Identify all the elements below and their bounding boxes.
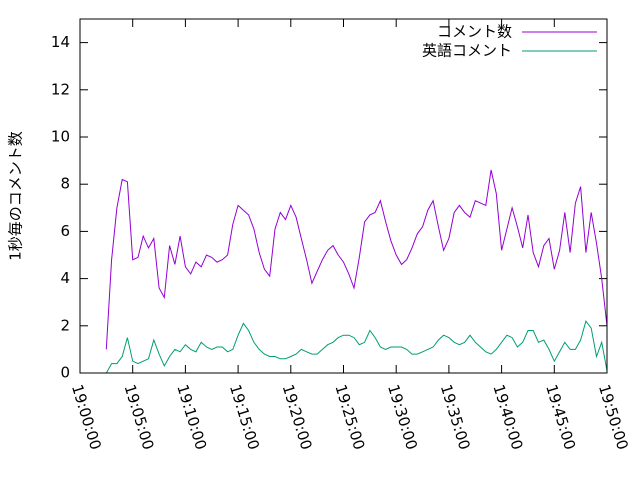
y-tick-label: 14 [51,33,70,51]
y-tick-label: 12 [51,80,70,98]
y-tick-label: 8 [60,175,70,193]
y-tick-label: 6 [60,222,70,240]
plot-border [79,18,608,374]
y-tick-label: 2 [60,316,70,334]
legend-label: 英語コメント [422,42,512,60]
series-line [105,319,608,374]
y-tick-label: 4 [60,269,70,287]
y-tick-label: 0 [60,364,70,382]
y-axis-label: 1秒毎のコメント数 [7,131,25,261]
y-tick-label: 10 [51,128,70,146]
legend-label: コメント数 [437,23,512,41]
series-line [105,169,608,350]
